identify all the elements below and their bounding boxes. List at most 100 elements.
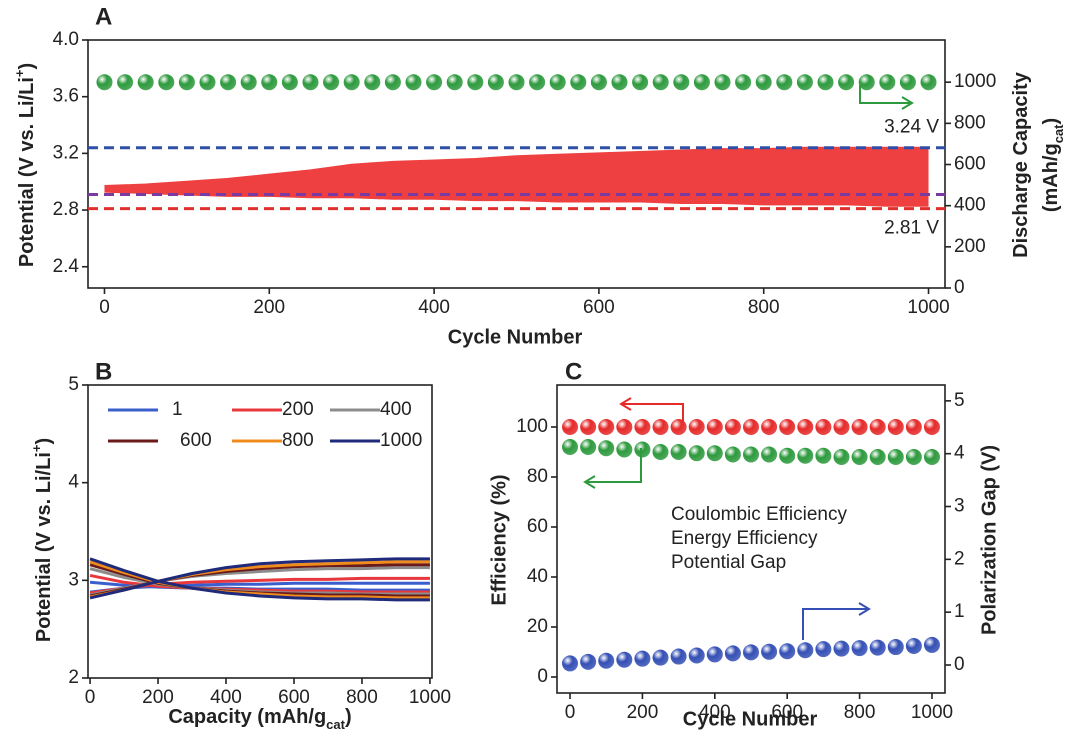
label-part: Potential (V vs. Li/Li bbox=[33, 452, 55, 642]
x-tick-label: 1000 bbox=[911, 702, 953, 723]
marker bbox=[706, 445, 723, 462]
x-tick-label: 600 bbox=[278, 687, 310, 708]
marker bbox=[796, 74, 813, 91]
band-edge bbox=[104, 146, 929, 187]
marker bbox=[580, 419, 597, 435]
marker bbox=[652, 419, 669, 435]
marker bbox=[670, 419, 687, 435]
marker bbox=[426, 74, 443, 91]
legend-label: Potential Gap bbox=[671, 552, 786, 573]
y2-tick-label: 0 bbox=[954, 654, 965, 675]
marker bbox=[724, 419, 741, 435]
marker bbox=[899, 74, 916, 91]
x-tick-label: 0 bbox=[565, 702, 576, 723]
legend-label: 1 bbox=[172, 399, 183, 420]
x-tick-label: 600 bbox=[583, 297, 615, 318]
y2-tick-label: 200 bbox=[954, 236, 986, 257]
marker bbox=[905, 637, 922, 654]
x-tick-label: 0 bbox=[85, 687, 96, 708]
marker bbox=[693, 74, 710, 91]
x-tick-label: 200 bbox=[253, 297, 285, 318]
marker bbox=[446, 74, 463, 91]
y2-axis-label: Discharge Capacity bbox=[1010, 71, 1032, 258]
marker bbox=[779, 419, 796, 435]
arrow bbox=[802, 608, 868, 640]
x-tick-label: 600 bbox=[771, 702, 803, 723]
marker bbox=[706, 419, 723, 435]
marker bbox=[281, 74, 298, 91]
marker bbox=[833, 640, 850, 657]
marker bbox=[652, 649, 669, 666]
marker bbox=[905, 419, 922, 435]
marker bbox=[302, 74, 319, 91]
marker bbox=[467, 74, 484, 91]
arrows bbox=[583, 85, 914, 640]
marker bbox=[688, 647, 705, 664]
x-tick-label: 200 bbox=[142, 687, 174, 708]
marker bbox=[869, 449, 886, 465]
panel-title: C bbox=[565, 358, 582, 385]
legend-label: Coulombic Efficiency bbox=[671, 504, 848, 525]
legend-label: 400 bbox=[380, 399, 412, 420]
y2-tick-label: 800 bbox=[954, 112, 986, 133]
marker bbox=[611, 74, 628, 91]
marker bbox=[261, 74, 278, 91]
marker bbox=[887, 419, 904, 435]
marker bbox=[199, 74, 216, 91]
curve bbox=[89, 557, 430, 600]
y-tick-label: 3.6 bbox=[53, 86, 79, 107]
marker bbox=[364, 74, 381, 91]
x-tick-label: 200 bbox=[627, 702, 659, 723]
label-part: Potential (V vs. Li/Li bbox=[16, 77, 38, 267]
marker bbox=[562, 419, 579, 435]
y-axis-label: Potential (V vs. Li/Li+) bbox=[29, 438, 55, 642]
marker bbox=[887, 639, 904, 656]
label-sup: + bbox=[12, 69, 27, 77]
y-tick-label: 4.0 bbox=[53, 29, 79, 50]
marker bbox=[529, 74, 546, 91]
marker bbox=[797, 642, 814, 659]
reference-label: 3.24 V bbox=[884, 117, 939, 138]
y-axis-label: Efficiency (%) bbox=[488, 474, 510, 605]
y-tick-label: 2.4 bbox=[53, 256, 80, 277]
label-part: ) bbox=[16, 63, 38, 70]
y-tick-label: 80 bbox=[527, 466, 548, 487]
legend-label: 200 bbox=[282, 399, 314, 420]
y2-tick-label: 400 bbox=[954, 195, 986, 216]
marker bbox=[405, 74, 422, 91]
y-tick-label: 3.2 bbox=[53, 142, 79, 163]
marker bbox=[570, 74, 587, 91]
marker bbox=[220, 74, 237, 91]
marker bbox=[869, 419, 886, 435]
marker bbox=[815, 447, 832, 464]
marker bbox=[724, 446, 741, 463]
marker bbox=[670, 648, 687, 665]
marker bbox=[735, 74, 752, 91]
marker bbox=[616, 651, 633, 668]
marker bbox=[158, 74, 175, 91]
marker bbox=[779, 447, 796, 464]
y2-tick-label: 3 bbox=[954, 496, 965, 517]
x-tick-label: 400 bbox=[210, 687, 242, 708]
y-tick-label: 40 bbox=[527, 566, 548, 587]
x-tick-label: 400 bbox=[699, 702, 731, 723]
y2-tick-label: 1000 bbox=[954, 71, 996, 92]
y-tick-label: 4 bbox=[68, 472, 79, 493]
plot-frame bbox=[556, 384, 946, 694]
y-tick-label: 100 bbox=[516, 416, 548, 437]
marker bbox=[905, 449, 922, 465]
marker bbox=[755, 74, 772, 91]
x-axis-label: Capacity (mAh/gcat) bbox=[168, 706, 351, 732]
marker bbox=[580, 653, 597, 670]
marker bbox=[743, 419, 759, 435]
x-tick-label: 400 bbox=[418, 297, 450, 318]
legend-label: 600 bbox=[180, 430, 212, 451]
marker bbox=[240, 74, 257, 91]
y-tick-label: 2 bbox=[68, 667, 79, 688]
marker bbox=[616, 419, 633, 435]
marker bbox=[634, 650, 651, 667]
marker bbox=[743, 446, 759, 463]
marker bbox=[343, 74, 360, 91]
marker bbox=[920, 74, 937, 91]
y2-tick-label: 5 bbox=[954, 390, 965, 411]
